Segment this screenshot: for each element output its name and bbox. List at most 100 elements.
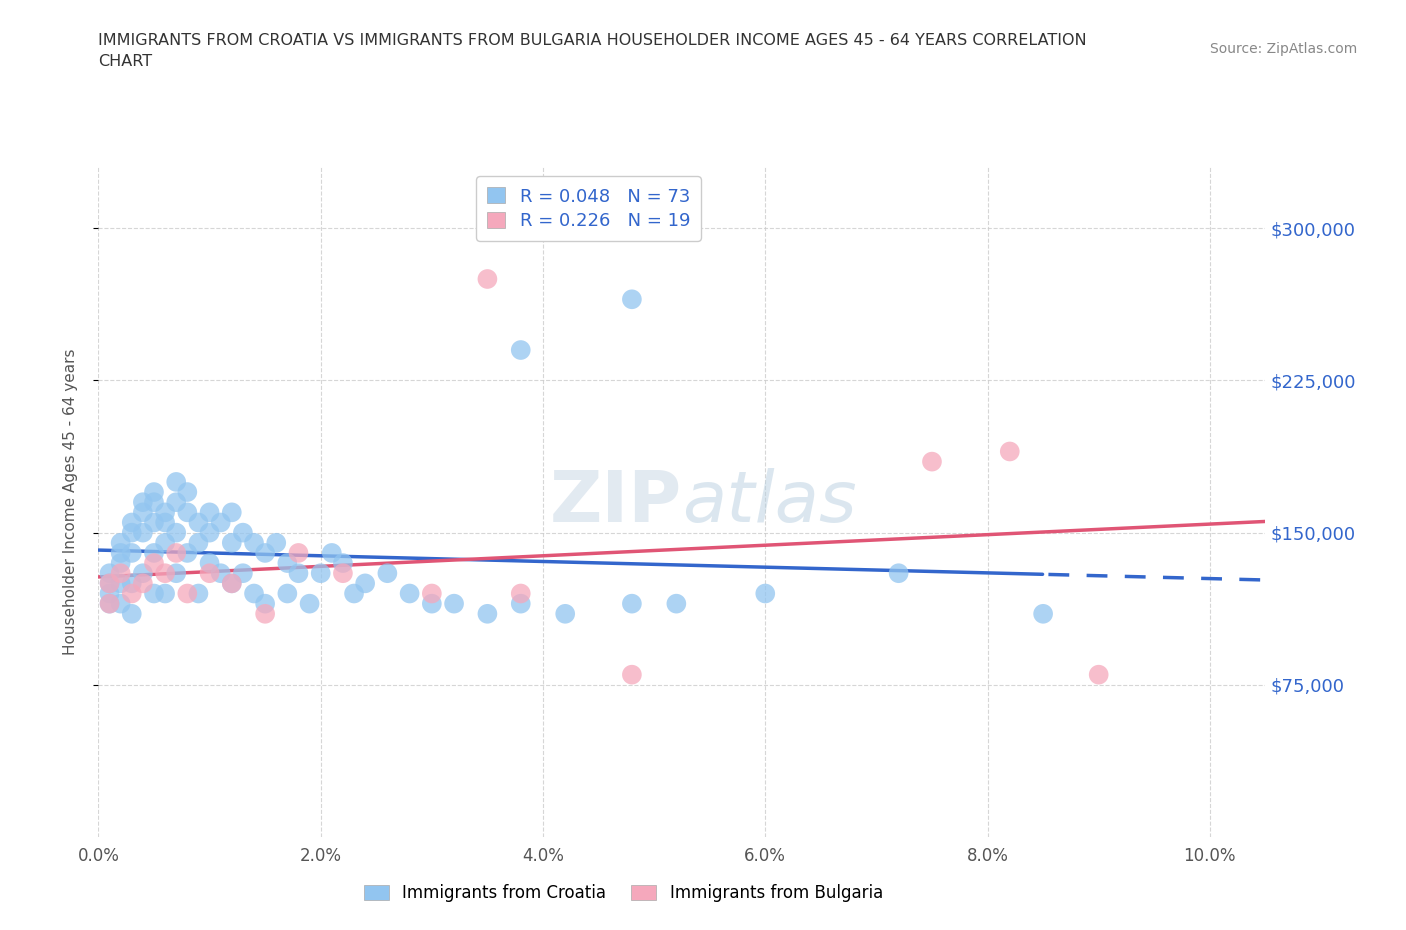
Point <box>264 536 287 551</box>
Point <box>198 505 221 520</box>
Point <box>110 596 132 611</box>
Point <box>98 565 121 580</box>
Point <box>243 586 266 601</box>
Point <box>198 565 221 580</box>
Point <box>143 555 166 570</box>
Point <box>309 565 332 580</box>
Point <box>354 576 377 591</box>
Point <box>132 576 155 591</box>
Point <box>165 565 187 580</box>
Point <box>176 485 198 499</box>
Point <box>110 546 132 561</box>
Point <box>287 546 309 561</box>
Point <box>110 555 132 570</box>
Point <box>254 606 277 621</box>
Point <box>921 454 943 469</box>
Point <box>398 586 420 601</box>
Point <box>98 586 121 601</box>
Y-axis label: Householder Income Ages 45 - 64 years: Householder Income Ages 45 - 64 years <box>63 349 77 656</box>
Point <box>477 272 499 286</box>
Point <box>153 586 176 601</box>
Point <box>443 596 465 611</box>
Point <box>754 586 776 601</box>
Point <box>121 576 143 591</box>
Legend: Immigrants from Croatia, Immigrants from Bulgaria: Immigrants from Croatia, Immigrants from… <box>357 878 890 909</box>
Point <box>509 596 531 611</box>
Point <box>420 586 443 601</box>
Point <box>176 546 198 561</box>
Point <box>165 525 187 540</box>
Point <box>221 536 243 551</box>
Point <box>121 525 143 540</box>
Point <box>276 555 298 570</box>
Point <box>254 596 277 611</box>
Point <box>209 565 232 580</box>
Point <box>209 515 232 530</box>
Text: CHART: CHART <box>98 54 152 69</box>
Point <box>221 576 243 591</box>
Point <box>176 586 198 601</box>
Point <box>887 565 910 580</box>
Point <box>509 342 531 357</box>
Point <box>132 565 155 580</box>
Point <box>98 576 121 591</box>
Point <box>198 555 221 570</box>
Point <box>153 515 176 530</box>
Point <box>232 565 254 580</box>
Point <box>121 546 143 561</box>
Point <box>509 586 531 601</box>
Point <box>665 596 688 611</box>
Point <box>1032 606 1054 621</box>
Point <box>143 485 166 499</box>
Point <box>98 596 121 611</box>
Point <box>998 444 1021 458</box>
Point <box>1087 667 1109 682</box>
Point <box>332 555 354 570</box>
Point <box>420 596 443 611</box>
Point <box>176 505 198 520</box>
Point <box>143 495 166 510</box>
Point <box>98 576 121 591</box>
Point <box>221 576 243 591</box>
Point <box>254 546 277 561</box>
Point <box>620 292 643 307</box>
Point <box>143 546 166 561</box>
Point <box>165 495 187 510</box>
Point <box>143 515 166 530</box>
Text: Source: ZipAtlas.com: Source: ZipAtlas.com <box>1209 42 1357 56</box>
Point <box>165 474 187 489</box>
Point <box>110 536 132 551</box>
Point <box>298 596 321 611</box>
Point <box>98 596 121 611</box>
Point <box>121 586 143 601</box>
Point <box>276 586 298 601</box>
Point <box>477 606 499 621</box>
Point <box>287 565 309 580</box>
Point <box>187 536 209 551</box>
Point <box>153 565 176 580</box>
Point <box>232 525 254 540</box>
Point <box>132 495 155 510</box>
Point <box>343 586 366 601</box>
Point <box>198 525 221 540</box>
Point <box>243 536 266 551</box>
Point <box>121 606 143 621</box>
Point <box>332 565 354 580</box>
Point <box>110 576 132 591</box>
Point <box>377 565 399 580</box>
Point <box>554 606 576 621</box>
Point <box>132 505 155 520</box>
Text: ZIP: ZIP <box>550 468 682 537</box>
Point <box>110 565 132 580</box>
Point <box>620 596 643 611</box>
Point <box>153 505 176 520</box>
Point <box>187 515 209 530</box>
Point <box>121 515 143 530</box>
Point <box>165 546 187 561</box>
Point <box>187 586 209 601</box>
Point <box>620 667 643 682</box>
Point <box>143 586 166 601</box>
Point <box>221 505 243 520</box>
Point <box>153 536 176 551</box>
Text: atlas: atlas <box>682 468 856 537</box>
